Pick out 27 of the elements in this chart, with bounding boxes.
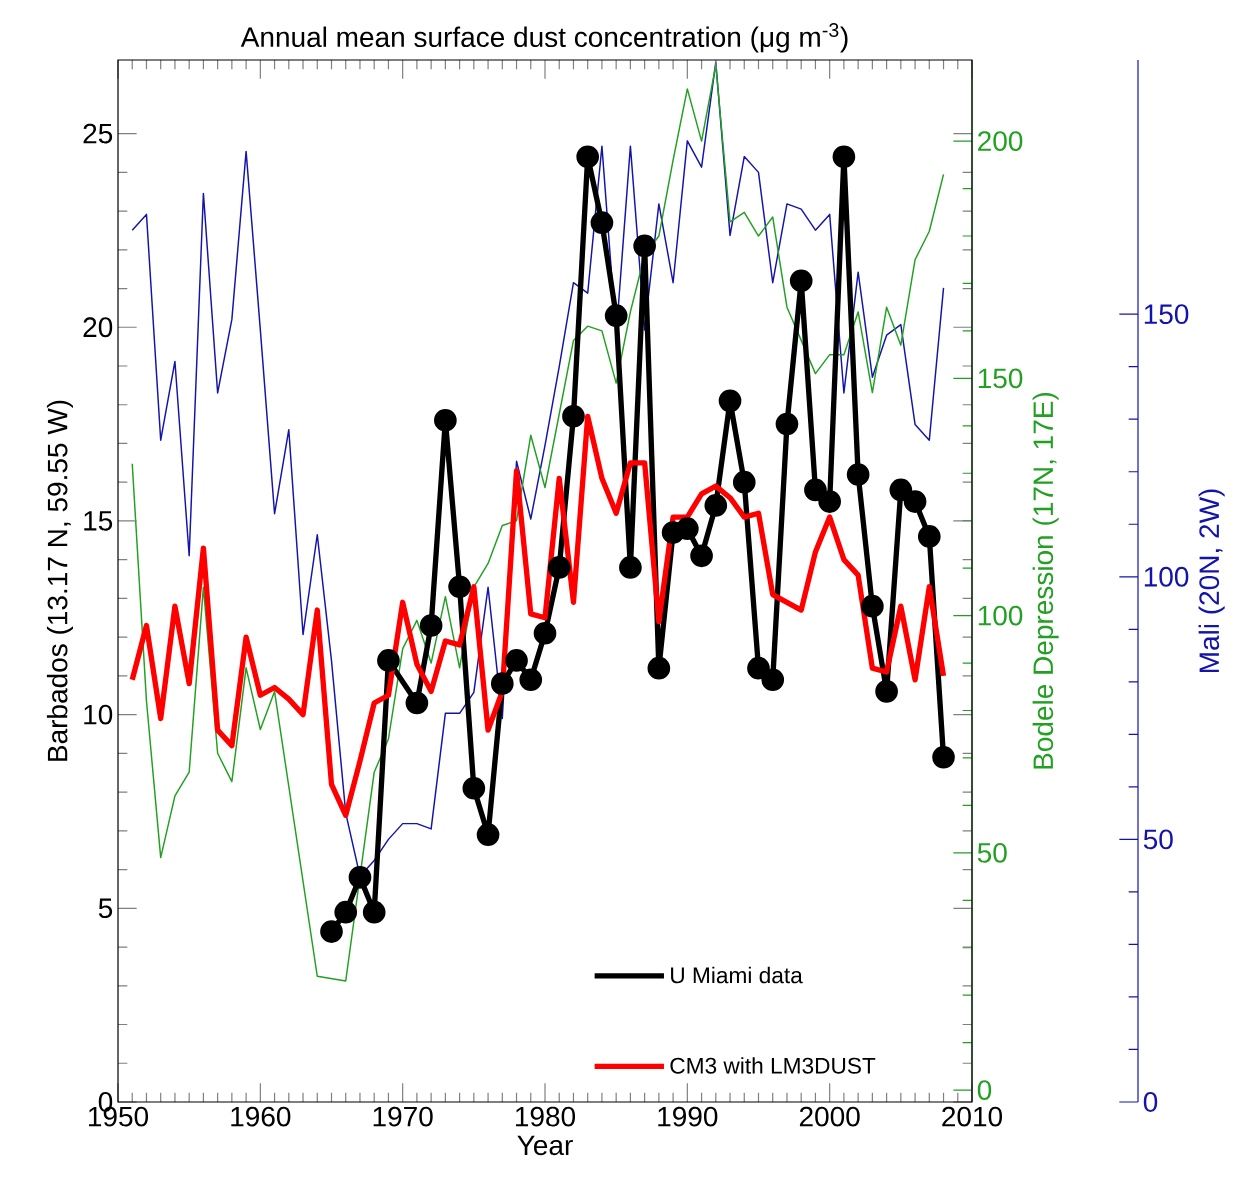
y-tick-label: 25 (83, 123, 113, 144)
y2-tick-label: 200 (978, 131, 1023, 152)
y2-tick-label: 0 (977, 1080, 992, 1101)
y2-tick-label: 100 (978, 605, 1023, 626)
y-tick-label: 15 (84, 511, 113, 531)
y-tick-label: 10 (84, 704, 113, 725)
y2-axis-title: Bodele Depression (17N, 17E) (1032, 392, 1059, 769)
y-tick-label: 5 (98, 898, 113, 919)
x-tick-label: 2010 (942, 1106, 1003, 1127)
y3-tick-label: 0 (1143, 1092, 1158, 1112)
chart-title: Annual mean surface dust concentration (μg m$^{-3}$) (240, 23, 848, 53)
y-axis-title: Barbados (13.17 N, 59.55 W) (46, 400, 73, 761)
x-tick-label: 1970 (373, 1106, 433, 1127)
y2-tick-label: 150 (978, 368, 1023, 389)
y3-tick-label: 50 (1143, 829, 1173, 850)
legend-label: U Miami data (671, 966, 803, 984)
x-tick-label: 1980 (515, 1106, 576, 1127)
x-tick-label: 1990 (658, 1106, 718, 1127)
x-tick-label: 2000 (799, 1106, 860, 1127)
y3-axis-title: Mali (20N, 2W) (1198, 489, 1225, 673)
y3-tick-label: 100 (1144, 566, 1189, 587)
y-tick-label: 20 (83, 317, 113, 338)
y2-tick-label: 50 (977, 842, 1007, 863)
y3-tick-label: 150 (1144, 304, 1189, 325)
legend-label: CM3 with LM3DUST (670, 1057, 876, 1074)
x-axis-title: Year (517, 1135, 573, 1156)
x-tick-label: 1960 (231, 1106, 291, 1127)
